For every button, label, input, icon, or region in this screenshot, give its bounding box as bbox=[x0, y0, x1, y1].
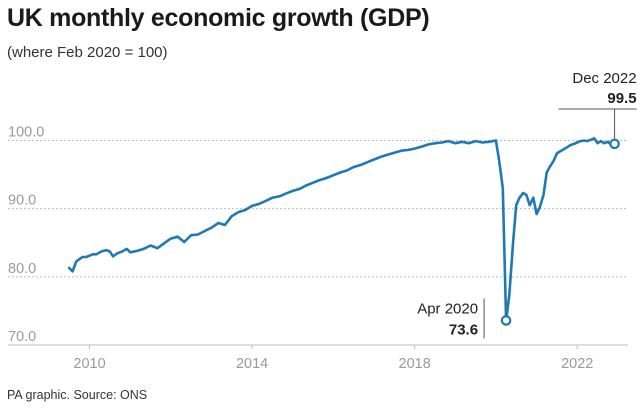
gridlines bbox=[8, 139, 628, 346]
y-tick-label-90: 90.0 bbox=[8, 193, 36, 209]
x-tick-label-2014: 2014 bbox=[236, 356, 268, 372]
x-tick-label-2018: 2018 bbox=[399, 356, 431, 372]
annotation-value-apr-2020: 73.6 bbox=[449, 321, 478, 338]
y-tick-label-100: 100.0 bbox=[8, 124, 44, 140]
x-axis-ticks: 2010 2014 2018 2022 bbox=[73, 345, 593, 372]
annotation-label-apr-2020: Apr 2020 bbox=[417, 300, 478, 317]
annotation-value-dec-2022: 99.5 bbox=[607, 90, 636, 107]
chart-subtitle: (where Feb 2020 = 100) bbox=[7, 44, 168, 61]
source-note: PA graphic. Source: ONS bbox=[7, 388, 148, 402]
annotations: Apr 2020 73.6 Dec 2022 99.5 bbox=[417, 70, 637, 339]
annotation-marker-apr-2020 bbox=[500, 315, 512, 326]
series-line-0 bbox=[67, 137, 616, 322]
annotation-label-dec-2022: Dec 2022 bbox=[572, 70, 636, 87]
x-tick-label-2022: 2022 bbox=[561, 356, 593, 372]
x-tick-label-2010: 2010 bbox=[73, 356, 105, 372]
annotation-marker-dec-2022 bbox=[609, 138, 620, 150]
series-layer bbox=[67, 137, 616, 322]
y-tick-label-70: 70.0 bbox=[8, 329, 36, 345]
y-axis-ticks: 70.0 80.0 90.0 100.0 bbox=[8, 124, 44, 345]
chart-title: UK monthly economic growth (GDP) bbox=[7, 4, 430, 32]
y-tick-label-80: 80.0 bbox=[8, 261, 36, 277]
